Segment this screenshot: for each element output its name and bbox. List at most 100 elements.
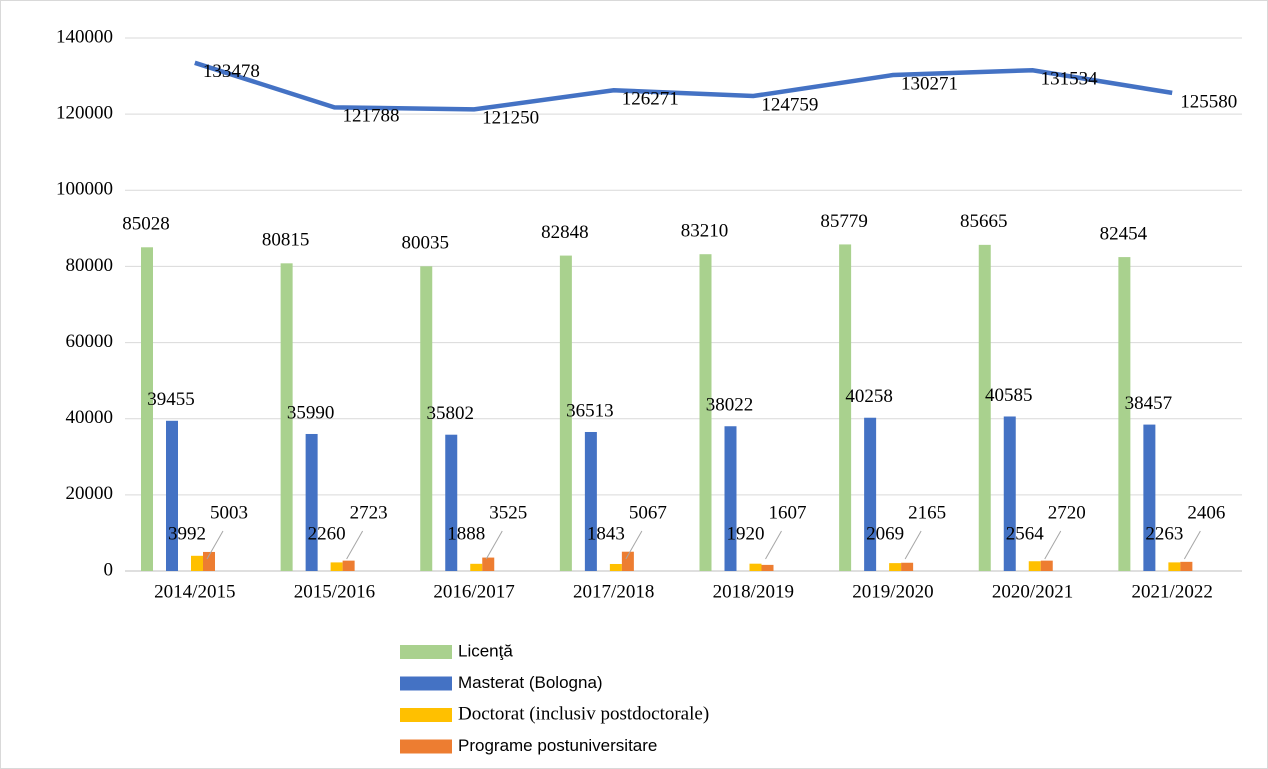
bar	[305, 433, 318, 571]
x-tick-label: 2015/2016	[294, 581, 375, 602]
data-label: 80035	[402, 233, 450, 254]
legend-label: Doctorat (inclusiv postdoctorale)	[458, 703, 709, 724]
data-label: 2406	[1187, 502, 1225, 523]
bar	[978, 244, 991, 571]
y-tick-label: 60000	[66, 331, 114, 352]
data-label: 2720	[1048, 502, 1086, 523]
line-label: 133478	[203, 61, 260, 82]
y-tick-label: 120000	[56, 103, 113, 124]
data-label: 2069	[866, 523, 904, 544]
line-label: 126271	[622, 89, 679, 110]
leader-line	[765, 530, 782, 560]
data-label: 38022	[706, 395, 754, 416]
x-tick-label: 2021/2022	[1132, 581, 1213, 602]
legend-label: Licenţă	[458, 641, 513, 660]
line-label: 121788	[342, 106, 399, 127]
y-tick-label: 140000	[56, 26, 113, 47]
y-tick-label: 0	[104, 559, 114, 580]
data-label: 1843	[587, 523, 625, 544]
bar	[1143, 424, 1156, 571]
bar	[621, 551, 634, 571]
legend-swatch	[400, 676, 452, 691]
data-label: 2723	[350, 502, 388, 523]
data-label: 83210	[681, 221, 729, 242]
data-label: 5003	[210, 502, 248, 523]
data-label: 82848	[541, 222, 589, 243]
data-label: 36513	[566, 400, 614, 421]
data-label: 40258	[845, 386, 893, 407]
data-label: 1607	[769, 502, 807, 523]
data-label: 85665	[960, 211, 1008, 232]
leader-line	[485, 530, 503, 560]
data-label: 2165	[908, 502, 946, 523]
x-tick-label: 2016/2017	[433, 581, 514, 602]
line-label: 130271	[901, 73, 958, 94]
y-tick-label: 100000	[56, 179, 113, 200]
bar	[1028, 561, 1041, 571]
data-label: 2564	[1006, 523, 1045, 544]
bar	[1168, 562, 1181, 571]
x-tick-label: 2018/2019	[713, 581, 794, 602]
bar	[864, 417, 877, 571]
data-label: 2260	[308, 523, 346, 544]
bar	[330, 562, 343, 571]
bar	[901, 562, 914, 571]
legend-swatch	[400, 708, 452, 722]
legend-label: Masterat (Bologna)	[458, 673, 603, 692]
y-tick-label: 80000	[66, 255, 114, 276]
leader-line	[346, 530, 364, 560]
legend-swatch	[400, 739, 452, 754]
bar	[559, 255, 572, 572]
bar	[1180, 561, 1193, 571]
legend-label: Programe postuniversitare	[458, 736, 657, 755]
bar	[1118, 257, 1131, 571]
bar	[482, 557, 495, 571]
bar	[191, 555, 203, 571]
y-tick-label: 20000	[66, 483, 114, 504]
x-tick-label: 2014/2015	[154, 581, 235, 602]
bar	[420, 266, 433, 571]
y-tick-label: 40000	[66, 407, 114, 428]
data-label: 3525	[489, 502, 527, 523]
line-label: 121250	[482, 108, 539, 129]
bar	[342, 560, 355, 571]
data-label: 80815	[262, 230, 310, 251]
bar	[749, 563, 762, 571]
data-label: 5067	[629, 502, 667, 523]
bar	[761, 564, 774, 571]
data-label: 40585	[985, 385, 1033, 406]
data-label: 35990	[287, 402, 335, 423]
line	[194, 60, 1173, 112]
bar	[584, 431, 597, 571]
data-label: 35802	[427, 403, 475, 424]
leader-line	[206, 530, 224, 560]
data-label: 1888	[447, 523, 485, 544]
bar	[141, 247, 153, 571]
data-label: 2263	[1145, 523, 1183, 544]
bar	[1003, 416, 1016, 571]
x-tick-label: 2017/2018	[573, 581, 654, 602]
data-label: 39455	[147, 389, 195, 410]
data-label: 3992	[168, 523, 206, 544]
leader-line	[1183, 530, 1201, 560]
bar	[724, 426, 737, 571]
bar	[470, 563, 483, 571]
data-label: 85779	[820, 211, 868, 232]
bar	[280, 263, 293, 571]
line-label: 131534	[1041, 69, 1099, 90]
bar	[839, 244, 852, 571]
line-label: 124759	[761, 94, 818, 115]
line-label: 125580	[1180, 91, 1237, 112]
data-label: 38457	[1125, 393, 1173, 414]
leader-line	[904, 530, 922, 560]
data-label: 82454	[1100, 223, 1148, 244]
legend-swatch	[400, 645, 452, 659]
bar	[203, 551, 215, 571]
x-tick-label: 2019/2020	[852, 581, 933, 602]
leader-line	[625, 530, 643, 560]
bar	[445, 434, 458, 571]
bar	[166, 420, 178, 571]
bar	[1040, 560, 1053, 571]
